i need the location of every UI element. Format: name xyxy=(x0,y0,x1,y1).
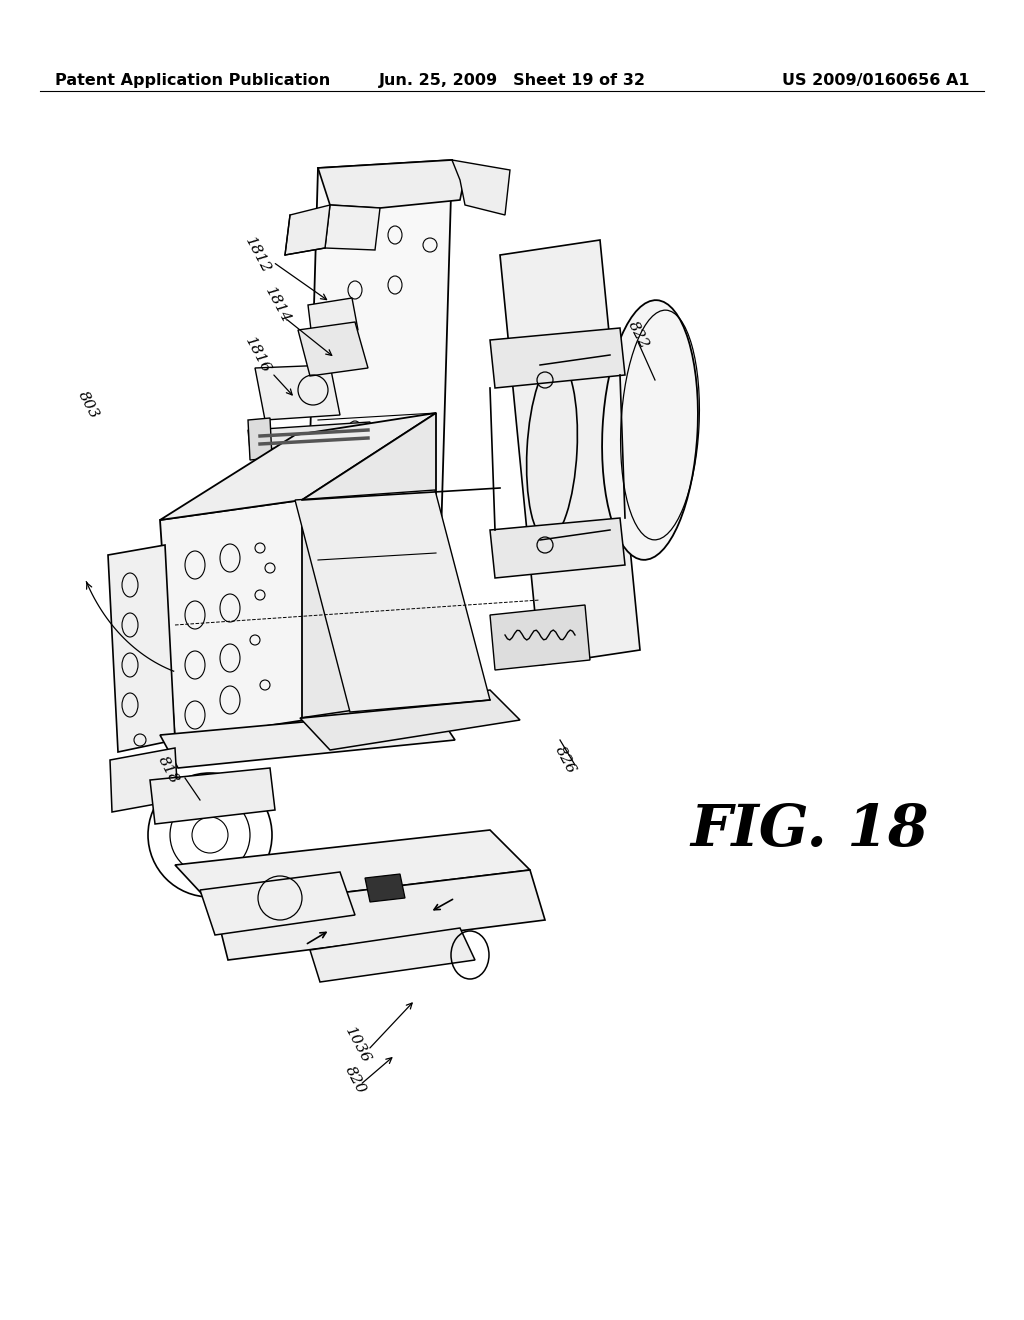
Polygon shape xyxy=(200,873,355,935)
Polygon shape xyxy=(160,500,318,741)
Polygon shape xyxy=(215,870,545,960)
Text: 822: 822 xyxy=(625,319,651,351)
Text: 818: 818 xyxy=(155,754,181,787)
Polygon shape xyxy=(160,710,455,768)
Polygon shape xyxy=(490,327,625,388)
Ellipse shape xyxy=(526,360,578,540)
Polygon shape xyxy=(490,517,625,578)
Text: 1036: 1036 xyxy=(343,1024,374,1065)
Polygon shape xyxy=(255,366,340,420)
Polygon shape xyxy=(302,160,452,718)
Polygon shape xyxy=(110,748,178,812)
Polygon shape xyxy=(108,545,175,752)
Polygon shape xyxy=(325,205,380,249)
Text: 1814: 1814 xyxy=(263,285,293,326)
Polygon shape xyxy=(295,490,490,711)
Polygon shape xyxy=(310,928,475,982)
Polygon shape xyxy=(302,413,436,718)
Text: 826: 826 xyxy=(552,743,578,776)
Polygon shape xyxy=(150,768,275,824)
Polygon shape xyxy=(285,205,330,255)
Polygon shape xyxy=(298,322,368,376)
Ellipse shape xyxy=(602,300,698,560)
Text: 1816: 1816 xyxy=(243,334,273,375)
Polygon shape xyxy=(248,422,372,450)
Text: US 2009/0160656 A1: US 2009/0160656 A1 xyxy=(782,73,970,88)
Polygon shape xyxy=(308,298,358,338)
Text: 1812: 1812 xyxy=(243,235,273,276)
Polygon shape xyxy=(490,605,590,671)
Text: 820: 820 xyxy=(342,1064,368,1096)
Polygon shape xyxy=(175,830,530,908)
Text: FIG. 18: FIG. 18 xyxy=(690,801,929,858)
Text: Patent Application Publication: Patent Application Publication xyxy=(55,73,331,88)
Polygon shape xyxy=(300,690,520,750)
Polygon shape xyxy=(500,240,640,665)
Polygon shape xyxy=(452,160,510,215)
Polygon shape xyxy=(318,160,465,209)
Text: Jun. 25, 2009 Sheet 19 of 32: Jun. 25, 2009 Sheet 19 of 32 xyxy=(379,73,645,88)
Polygon shape xyxy=(365,874,406,902)
Polygon shape xyxy=(160,413,436,520)
Polygon shape xyxy=(248,418,272,459)
Text: 803: 803 xyxy=(75,389,101,421)
